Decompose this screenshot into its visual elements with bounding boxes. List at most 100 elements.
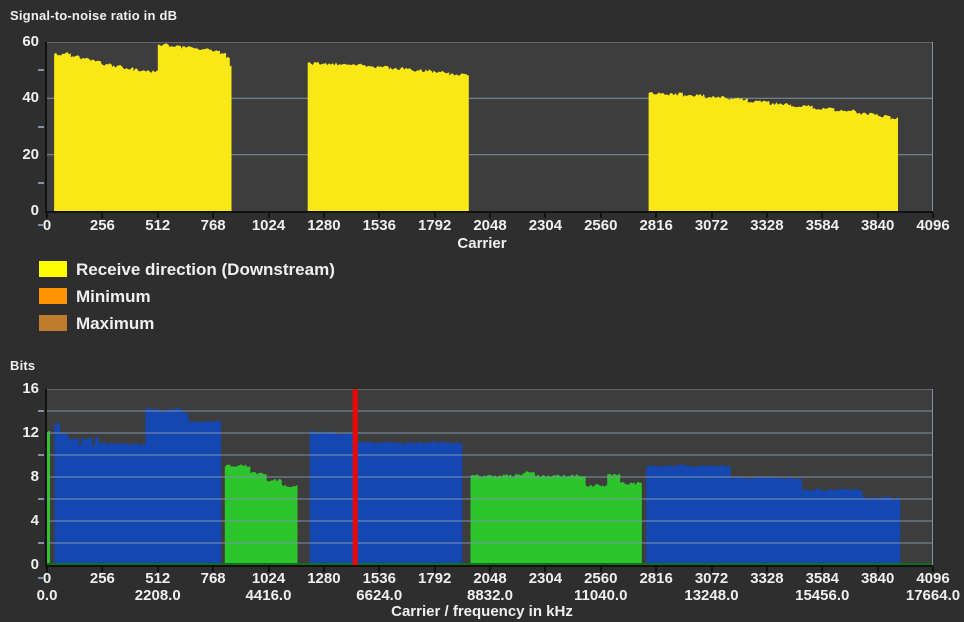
y-minor-tick xyxy=(38,125,44,128)
x-tick xyxy=(489,567,491,572)
legend-label-downstream: Receive direction (Downstream) xyxy=(76,259,335,279)
downstream-color-swatch xyxy=(39,261,67,277)
bits-y-axis-line xyxy=(45,389,47,567)
legend-label-minimum: Minimum xyxy=(76,286,151,306)
x-tick-label: 256 xyxy=(89,570,115,587)
x-tick-label: 2816 xyxy=(639,570,673,587)
x-tick-label: 0 xyxy=(42,570,52,587)
frequency-tick-label: 2208.0 xyxy=(134,587,181,604)
y-tick-label: 12 xyxy=(22,424,39,441)
x-tick-label: 3584 xyxy=(805,217,839,234)
x-tick xyxy=(267,213,270,218)
x-tick xyxy=(599,567,602,572)
y-minor-tick xyxy=(38,181,44,184)
frequency-tick-label: 13248.0 xyxy=(684,587,739,604)
zero-dash xyxy=(38,577,44,579)
x-tick-label: 4096 xyxy=(916,570,950,587)
x-tick xyxy=(156,213,159,218)
x-tick xyxy=(710,213,713,218)
x-tick xyxy=(212,567,215,572)
snr-x-axis-line xyxy=(45,211,933,213)
x-tick xyxy=(46,213,48,218)
x-tick-label: 1792 xyxy=(417,570,452,587)
legend: Receive direction (Downstream) Minimum M… xyxy=(39,261,335,342)
x-tick-label: 1280 xyxy=(307,570,341,587)
x-tick xyxy=(46,567,48,572)
x-tick xyxy=(378,567,381,572)
x-tick xyxy=(821,213,824,218)
x-tick-label: 2048 xyxy=(473,570,507,587)
x-tick-label: 2304 xyxy=(528,570,563,587)
bits-plot-area xyxy=(47,389,933,565)
x-tick xyxy=(710,567,713,572)
x-tick xyxy=(212,213,215,218)
y-tick-label: 20 xyxy=(22,145,39,163)
legend-item-minimum: Minimum xyxy=(39,286,335,306)
frequency-tick-label: 6624.0 xyxy=(356,587,403,604)
bits-x-axis-caption: Carrier / frequency in kHz xyxy=(391,603,573,620)
x-tick-label: 3072 xyxy=(694,570,729,587)
minimum-color-swatch xyxy=(39,288,67,304)
y-tick-label: 4 xyxy=(30,512,39,529)
snr-series-svg xyxy=(47,42,933,211)
y-tick-label: 0 xyxy=(30,556,39,573)
x-tick xyxy=(267,567,270,572)
x-tick-label: 512 xyxy=(145,217,171,234)
x-tick xyxy=(322,213,325,218)
legend-item-maximum: Maximum xyxy=(39,313,335,333)
x-tick-label: 2560 xyxy=(584,570,618,587)
frequency-tick-label: 0.0 xyxy=(36,587,58,604)
bits-series-svg xyxy=(47,389,933,565)
x-tick-label: 0 xyxy=(42,217,52,234)
x-tick-label: 2560 xyxy=(584,217,618,234)
x-tick-label: 3328 xyxy=(750,570,784,587)
x-tick-label: 1792 xyxy=(417,217,452,234)
y-minor-tick xyxy=(38,498,44,500)
y-minor-tick xyxy=(38,454,44,456)
y-tick-label: 40 xyxy=(22,89,39,107)
x-tick xyxy=(599,213,602,218)
y-tick-label: 16 xyxy=(22,380,39,397)
x-tick xyxy=(655,213,658,218)
x-tick xyxy=(101,213,104,218)
x-tick-label: 1536 xyxy=(362,217,396,234)
x-tick xyxy=(156,567,159,572)
x-tick-label: 768 xyxy=(200,570,226,587)
x-tick xyxy=(433,567,436,572)
x-tick xyxy=(876,213,879,218)
frequency-tick-label: 4416.0 xyxy=(245,587,292,604)
x-tick-label: 1536 xyxy=(362,570,396,587)
x-tick-label: 1280 xyxy=(307,217,341,234)
legend-label-maximum: Maximum xyxy=(76,313,155,333)
x-tick xyxy=(544,567,547,572)
x-tick xyxy=(876,567,879,572)
x-tick xyxy=(101,567,104,572)
x-tick xyxy=(765,213,768,218)
zero-dash xyxy=(38,224,44,226)
x-tick xyxy=(489,213,491,218)
y-minor-tick xyxy=(38,542,44,544)
y-minor-tick xyxy=(38,69,44,72)
x-tick xyxy=(544,213,547,218)
x-tick-label: 3072 xyxy=(694,217,729,234)
x-tick-label: 3840 xyxy=(860,570,895,587)
marker-line xyxy=(352,389,358,565)
x-tick xyxy=(765,567,768,572)
x-tick-label: 4096 xyxy=(916,217,950,234)
x-tick xyxy=(378,213,381,218)
y-minor-tick xyxy=(38,410,44,412)
x-tick xyxy=(322,567,325,572)
x-tick-label: 3584 xyxy=(805,570,839,587)
x-tick-label: 512 xyxy=(145,570,171,587)
maximum-color-swatch xyxy=(39,315,67,331)
x-tick-label: 2048 xyxy=(473,217,507,234)
frequency-tick-label: 15456.0 xyxy=(795,587,850,604)
snr-plot-area xyxy=(47,42,933,211)
x-tick xyxy=(932,567,934,572)
frequency-tick-label: 17664.0 xyxy=(905,587,961,604)
x-tick xyxy=(932,213,934,218)
snr-y-axis-line xyxy=(45,42,47,213)
snr-chart-title: Signal-to-noise ratio in dB xyxy=(10,8,178,23)
y-tick-label: 0 xyxy=(30,202,39,219)
